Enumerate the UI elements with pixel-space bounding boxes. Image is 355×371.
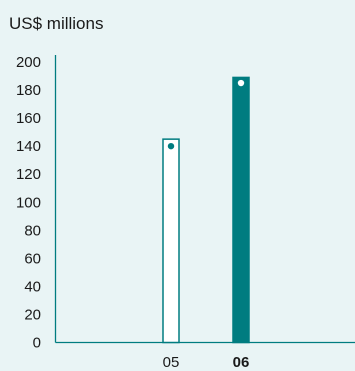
- y-tick-label: 180: [16, 82, 41, 99]
- y-tick-label: 40: [24, 278, 41, 295]
- bar-marker-05: [167, 142, 175, 150]
- y-axis-ticks: 0 20 40 60 80 100 120 140 160 180 200: [16, 54, 41, 352]
- x-tick-label: 06: [233, 354, 250, 371]
- chart-title: US$ millions: [9, 14, 104, 33]
- bar-06: [232, 76, 250, 344]
- chart-bars: [162, 76, 250, 344]
- y-tick-label: 160: [16, 110, 41, 127]
- y-tick-label: 20: [24, 306, 41, 323]
- y-tick-label: 60: [24, 250, 41, 267]
- y-tick-label: 140: [16, 138, 41, 155]
- x-axis-labels: 05 06: [163, 354, 250, 371]
- y-tick-label: 120: [16, 166, 41, 183]
- y-tick-label: 200: [16, 54, 41, 71]
- bar-05: [162, 138, 180, 344]
- y-tick-label: 80: [24, 222, 41, 239]
- x-tick-label: 05: [163, 354, 180, 371]
- y-tick-label: 100: [16, 194, 41, 211]
- chart-axes: [54, 55, 355, 344]
- bar-marker-06: [237, 79, 245, 87]
- y-tick-label: 0: [33, 335, 41, 352]
